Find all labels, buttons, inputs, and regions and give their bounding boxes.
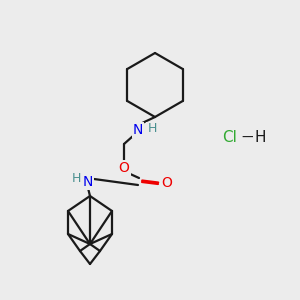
Text: N: N xyxy=(83,175,93,189)
Text: O: O xyxy=(118,161,129,175)
Text: N: N xyxy=(133,123,143,137)
Text: Cl: Cl xyxy=(223,130,237,146)
Text: —: — xyxy=(241,131,255,145)
Text: H: H xyxy=(254,130,266,146)
Text: H: H xyxy=(147,122,157,136)
Text: H: H xyxy=(71,172,81,185)
Text: O: O xyxy=(162,176,172,190)
